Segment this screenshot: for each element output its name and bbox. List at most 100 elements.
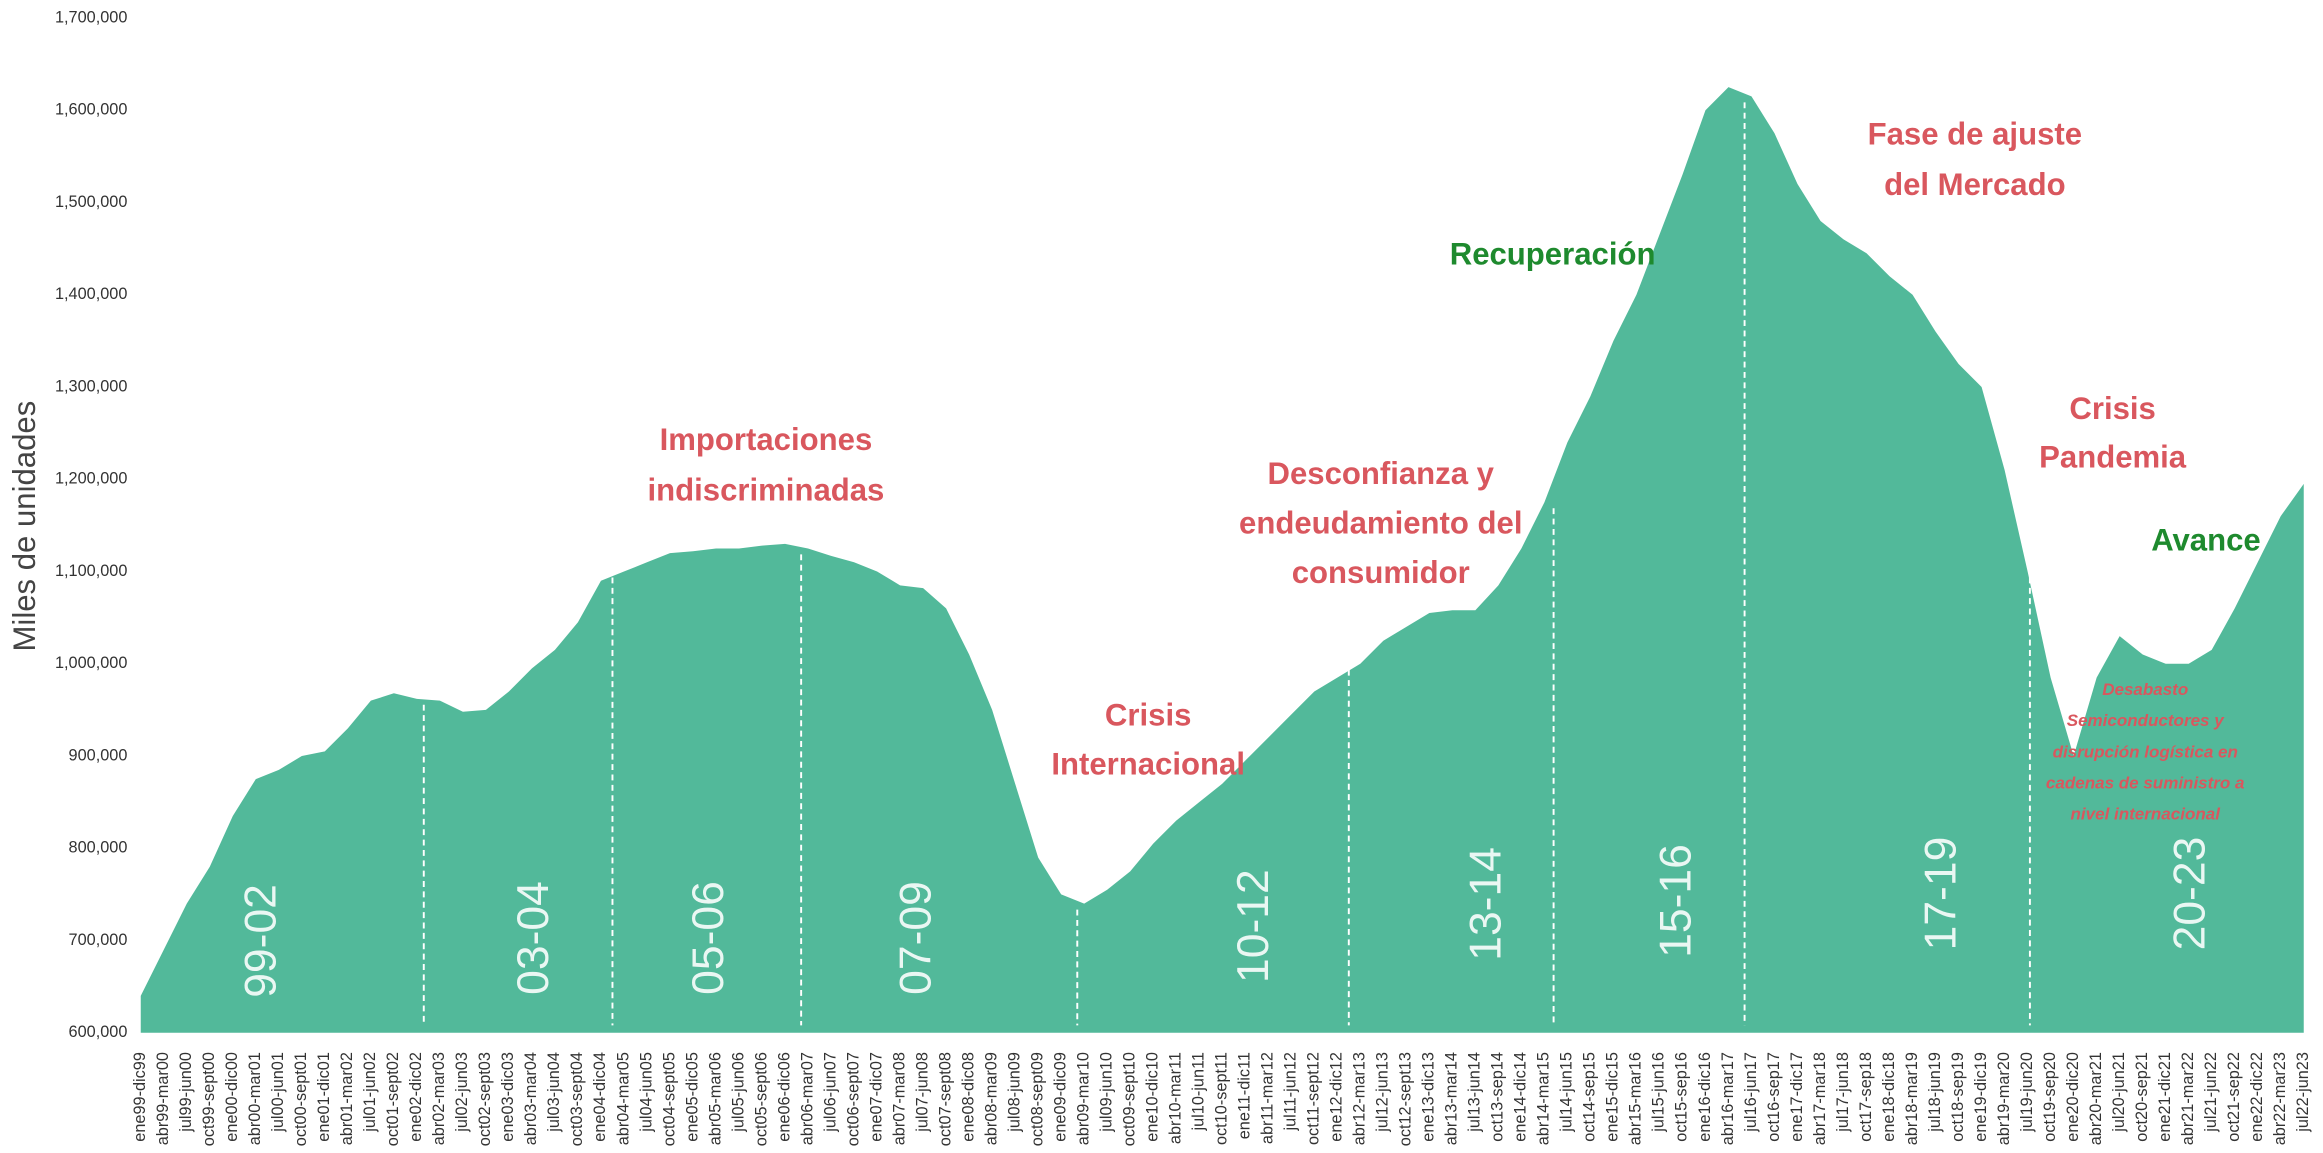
x-tick-label: abr15-mar16 bbox=[1627, 1052, 1645, 1145]
period-label: 03-04 bbox=[509, 881, 558, 995]
annotation: consumidor bbox=[1292, 555, 1470, 590]
x-tick-label: abr00-mar01 bbox=[246, 1052, 264, 1145]
y-tick-label: 1,200,000 bbox=[55, 470, 127, 488]
y-tick-label: 900,000 bbox=[69, 746, 128, 764]
x-tick-label: ene02-dic02 bbox=[407, 1052, 425, 1142]
x-tick-label: jul22-jun23 bbox=[2294, 1052, 2312, 1133]
annotation: endeudamiento del bbox=[1239, 506, 1522, 541]
x-tick-label: oct11-sept12 bbox=[1305, 1052, 1323, 1145]
x-tick-label: abr12-mar13 bbox=[1351, 1052, 1369, 1145]
x-tick-label: abr03-mar04 bbox=[522, 1052, 540, 1145]
y-tick-label: 1,400,000 bbox=[55, 285, 127, 303]
x-tick-label: oct04-sept05 bbox=[660, 1052, 678, 1146]
x-tick-label: ene14-dic14 bbox=[1512, 1052, 1530, 1142]
y-tick-label: 1,500,000 bbox=[55, 193, 127, 211]
x-tick-label: jul03-jun04 bbox=[545, 1052, 563, 1133]
x-tick-label: ene18-dic18 bbox=[1880, 1052, 1898, 1142]
x-tick-label: abr18-mar19 bbox=[1903, 1052, 1921, 1145]
annotation: indiscriminadas bbox=[648, 472, 885, 507]
x-tick-label: jul01-jun02 bbox=[361, 1052, 379, 1133]
y-tick-label: 800,000 bbox=[69, 839, 128, 857]
x-tick-label: ene13-dic13 bbox=[1420, 1052, 1438, 1142]
x-tick-label: oct12-sept13 bbox=[1397, 1052, 1415, 1146]
x-tick-label: jul18-jun19 bbox=[1926, 1052, 1944, 1133]
x-tick-label: oct18-sep19 bbox=[1949, 1052, 1967, 1142]
x-tick-label: abr10-mar11 bbox=[1167, 1052, 1185, 1144]
x-tick-label: ene19-dic19 bbox=[1972, 1052, 1990, 1142]
x-tick-label: oct07-sept08 bbox=[936, 1052, 954, 1146]
x-tick-label: jul07-jun08 bbox=[913, 1052, 931, 1133]
period-label: 05-06 bbox=[684, 881, 733, 995]
y-tick-label: 1,000,000 bbox=[55, 654, 127, 672]
annotation: Desconfianza y bbox=[1268, 456, 1495, 491]
x-tick-label: abr09-mar10 bbox=[1074, 1052, 1092, 1145]
x-tick-label: jul14-jun15 bbox=[1558, 1052, 1576, 1133]
annotation: Avance bbox=[2151, 523, 2261, 558]
x-tick-label: abr08-mar09 bbox=[982, 1052, 1000, 1145]
x-tick-label: jul06-jun07 bbox=[821, 1052, 839, 1133]
x-tick-label: ene11-dic11 bbox=[1236, 1052, 1254, 1139]
x-tick-label: abr20-mar21 bbox=[2087, 1052, 2105, 1145]
x-tick-label: abr01-mar02 bbox=[338, 1052, 356, 1145]
x-tick-label: jul02-jun03 bbox=[453, 1052, 471, 1133]
x-tick-label: abr05-mar06 bbox=[706, 1052, 724, 1145]
x-tick-label: ene06-dic06 bbox=[775, 1052, 793, 1142]
y-tick-label: 1,100,000 bbox=[55, 562, 127, 580]
x-tick-label: jul13-jun14 bbox=[1466, 1052, 1484, 1133]
annotation: Recuperación bbox=[1450, 237, 1656, 272]
x-tick-label: oct03-sept04 bbox=[568, 1052, 586, 1146]
x-tick-label: oct16-sep17 bbox=[1765, 1052, 1783, 1142]
annotation: Pandemia bbox=[2039, 440, 2187, 475]
x-tick-label: ene17-dic17 bbox=[1788, 1052, 1806, 1142]
x-tick-label: abr13-mar14 bbox=[1443, 1052, 1461, 1145]
y-tick-label: 1,600,000 bbox=[55, 101, 127, 119]
x-tick-label: ene05-dic05 bbox=[683, 1052, 701, 1142]
annotation: Desabasto bbox=[2102, 680, 2188, 699]
x-tick-label: oct06-sept07 bbox=[844, 1052, 862, 1146]
x-tick-label: ene04-dic04 bbox=[591, 1052, 609, 1142]
period-label: 17-19 bbox=[1916, 837, 1965, 951]
x-tick-label: jul16-jun17 bbox=[1742, 1052, 1760, 1133]
annotation: nivel internacional bbox=[2071, 805, 2222, 824]
x-tick-label: oct21-sep22 bbox=[2225, 1052, 2243, 1142]
x-tick-label: jul12-jun13 bbox=[1374, 1052, 1392, 1133]
x-tick-label: jul21-jun22 bbox=[2202, 1052, 2220, 1133]
x-tick-label: jul17-jun18 bbox=[1834, 1052, 1852, 1133]
y-axis-label: Miles de unidades bbox=[7, 401, 42, 652]
annotation: disrupción logística en bbox=[2053, 742, 2238, 761]
x-tick-label: abr21-mar22 bbox=[2179, 1052, 2197, 1145]
x-tick-label: oct20-sep21 bbox=[2133, 1052, 2151, 1142]
x-tick-label: ene99-dic99 bbox=[131, 1052, 149, 1142]
x-tick-label: abr11-mar12 bbox=[1259, 1052, 1277, 1144]
x-tick-label: ene03-dic03 bbox=[499, 1052, 517, 1142]
x-tick-label: abr06-mar07 bbox=[798, 1052, 816, 1145]
x-tick-label: jul11-jun12 bbox=[1282, 1052, 1300, 1131]
x-tick-label: ene12-dic12 bbox=[1328, 1052, 1346, 1142]
x-tick-label: oct13-sep14 bbox=[1489, 1052, 1507, 1142]
x-tick-label: oct10-sept11 bbox=[1213, 1052, 1231, 1145]
x-tick-label: jul10-jun11 bbox=[1190, 1052, 1208, 1131]
x-tick-label: jul00-jun01 bbox=[269, 1052, 287, 1133]
x-tick-label: abr17-mar18 bbox=[1811, 1052, 1829, 1145]
x-tick-label: oct08-sept09 bbox=[1028, 1052, 1046, 1146]
period-label: 10-12 bbox=[1229, 869, 1278, 983]
x-tick-label: oct14-sep15 bbox=[1581, 1052, 1599, 1142]
y-tick-label: 700,000 bbox=[69, 931, 128, 949]
x-tick-label: oct15-sep16 bbox=[1673, 1052, 1691, 1142]
x-tick-label: ene08-dic08 bbox=[959, 1052, 977, 1142]
x-tick-label: ene01-dic01 bbox=[315, 1052, 333, 1142]
annotation: Crisis bbox=[1105, 697, 1191, 732]
x-tick-label: jul20-jun21 bbox=[2110, 1052, 2128, 1133]
annotation: Fase de ajuste bbox=[1868, 117, 2082, 152]
period-label: 99-02 bbox=[236, 884, 285, 998]
y-tick-label: 600,000 bbox=[69, 1023, 128, 1041]
x-tick-label: abr99-mar00 bbox=[154, 1052, 172, 1145]
x-tick-label: jul08-jun09 bbox=[1005, 1052, 1023, 1133]
x-tick-label: ene21-dic21 bbox=[2156, 1052, 2174, 1142]
annotation: Semiconductores y bbox=[2067, 711, 2226, 730]
x-tick-label: oct99-sept00 bbox=[200, 1052, 218, 1146]
x-tick-label: oct00-sept01 bbox=[292, 1052, 310, 1146]
x-tick-label: oct02-sept03 bbox=[476, 1052, 494, 1146]
